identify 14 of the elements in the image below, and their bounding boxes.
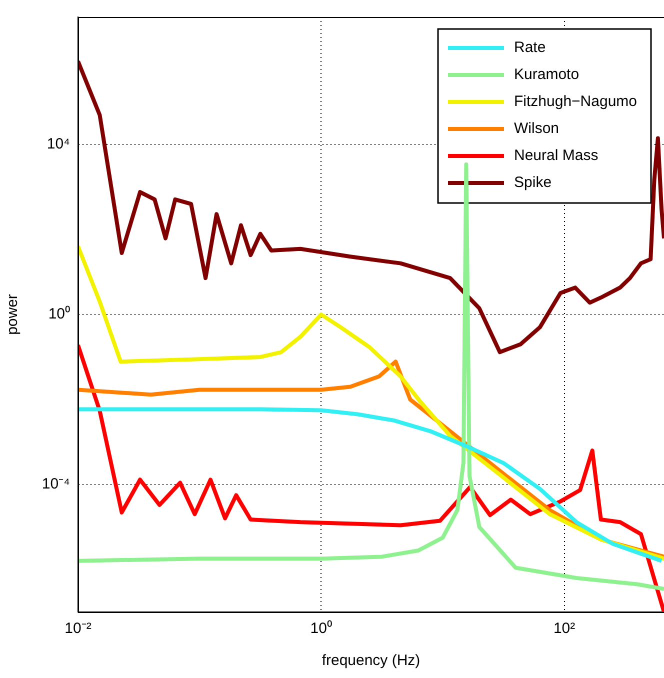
legend-label: Rate — [514, 39, 546, 56]
y-axis-title: power — [4, 294, 22, 335]
x-tick-label: 10⁰ — [310, 620, 332, 638]
legend-label: Wilson — [514, 120, 560, 138]
x-tick-label: 10⁻² — [64, 620, 92, 638]
y-tick-label: 10⁰ — [48, 306, 70, 323]
legend-label: Kuramoto — [514, 66, 580, 84]
legend-label: Neural Mass — [514, 147, 598, 164]
x-tick-label: 10² — [553, 620, 576, 638]
x-axis-title: frequency (Hz) — [322, 652, 420, 670]
legend-label: Spike — [514, 174, 552, 192]
y-tick-label: 10⁴ — [46, 136, 70, 153]
y-tick-label: 10⁻⁴ — [42, 476, 70, 493]
legend-label: Fitzhugh−Nagumo — [514, 93, 638, 110]
